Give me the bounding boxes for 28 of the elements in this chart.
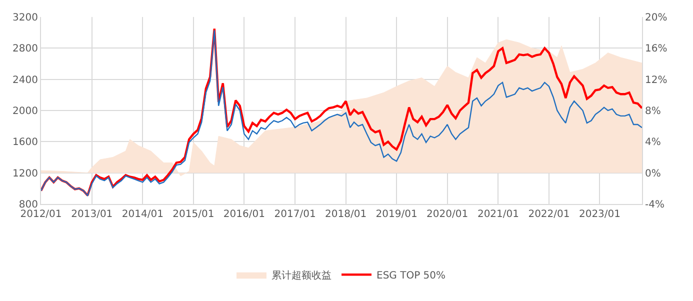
y-tick-label: 1600 — [12, 137, 38, 148]
y2-tick-label: 0% — [645, 168, 661, 180]
y2-tick-label: 16% — [645, 44, 668, 55]
x-tick-label: 2012/01 — [20, 209, 62, 220]
x-tick-label: 2022/01 — [528, 209, 570, 220]
x-tick-label: 2019/01 — [376, 209, 418, 220]
x-tick-label: 2014/01 — [122, 209, 164, 220]
legend-label: ESG TOP 50% — [376, 270, 446, 282]
x-tick-label: 2017/01 — [274, 209, 316, 220]
y2-tick-label: 4% — [645, 137, 661, 148]
x-tick-label: 2016/01 — [223, 209, 265, 220]
y-tick-label: 2800 — [12, 44, 38, 55]
y2-tick-label: 12% — [645, 74, 668, 86]
y2-tick-label: 20% — [645, 12, 668, 24]
x-tick-label: 2021/01 — [477, 209, 519, 220]
y-tick-label: 2000 — [12, 106, 38, 117]
y2-tick-label: -4% — [645, 200, 664, 210]
x-tick-label: 2015/01 — [172, 209, 214, 220]
y-tick-label: 3200 — [12, 12, 38, 24]
x-tick-label: 2023/01 — [578, 209, 621, 220]
y-tick-label: 800 — [18, 200, 38, 210]
y-tick-label: 2400 — [12, 74, 38, 86]
x-tick-label: 2018/01 — [325, 209, 367, 220]
legend-label: 累计超额收益 — [272, 270, 332, 282]
x-tick-label: 2020/01 — [426, 209, 468, 220]
y2-tick-label: 8% — [645, 106, 661, 117]
x-tick-label: 2013/01 — [71, 209, 113, 220]
y-tick-label: 1200 — [12, 168, 38, 180]
